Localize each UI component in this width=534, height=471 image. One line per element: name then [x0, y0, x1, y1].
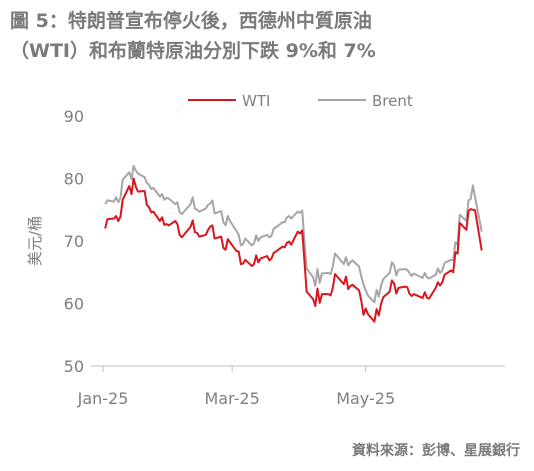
- chart-title-line-1: 圖 5：特朗普宣布停火後，西德州中質原油: [10, 10, 372, 32]
- chart-title-line-2: （WTI）和布蘭特原油分別下跌 9%和 7%: [10, 40, 376, 62]
- chart-title: 圖 5：特朗普宣布停火後，西德州中質原油 （WTI）和布蘭特原油分別下跌 9%和…: [10, 6, 526, 66]
- y-tick-label-90: 90: [64, 107, 84, 126]
- series-line-wti: [104, 177, 483, 323]
- y-tick-label-50: 50: [64, 357, 84, 376]
- x-tick-label: Jan-25: [77, 389, 129, 408]
- source-note: 資料來源：彭博、星展銀行: [352, 443, 520, 459]
- y-tick-label-60: 60: [64, 295, 84, 314]
- series-line-brent: [104, 165, 483, 304]
- legend-label-brent: Brent: [372, 92, 413, 110]
- x-tick-label: May-25: [336, 389, 395, 408]
- x-tick-label: Mar-25: [204, 389, 259, 408]
- legend-label-wti: WTI: [242, 92, 270, 110]
- y-tick-label-80: 80: [64, 170, 84, 189]
- y-axis-label: 美元/桶: [26, 216, 44, 266]
- y-tick-label-70: 70: [64, 232, 84, 251]
